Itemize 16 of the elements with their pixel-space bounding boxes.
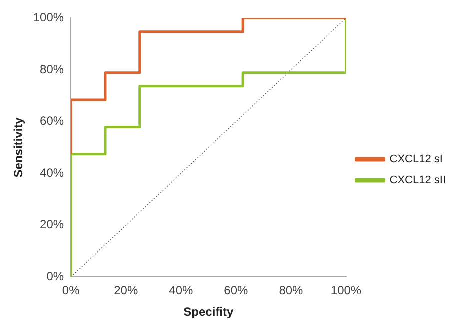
y-tick-label: 60%: [40, 114, 64, 128]
x-axis-title: Specifity: [184, 305, 234, 320]
x-tick-label: 80%: [279, 284, 304, 298]
legend-label: CXCL12 sI: [390, 154, 443, 166]
y-tick-label: 100%: [33, 10, 64, 25]
y-tick-label: 20%: [40, 218, 64, 232]
y-tick-label: 80%: [40, 62, 64, 76]
y-tick-label: 0%: [46, 270, 64, 284]
x-tick-label: 100%: [330, 284, 362, 298]
x-tick-label: 20%: [114, 284, 138, 298]
legend-label: CXCL12 sII: [390, 174, 446, 187]
y-tick-label: 40%: [40, 166, 64, 180]
x-tick-label: 0%: [62, 284, 80, 298]
x-tick-label: 40%: [169, 284, 194, 298]
x-tick-label: 60%: [224, 284, 249, 298]
y-axis-title: Sensitivity: [12, 117, 26, 178]
